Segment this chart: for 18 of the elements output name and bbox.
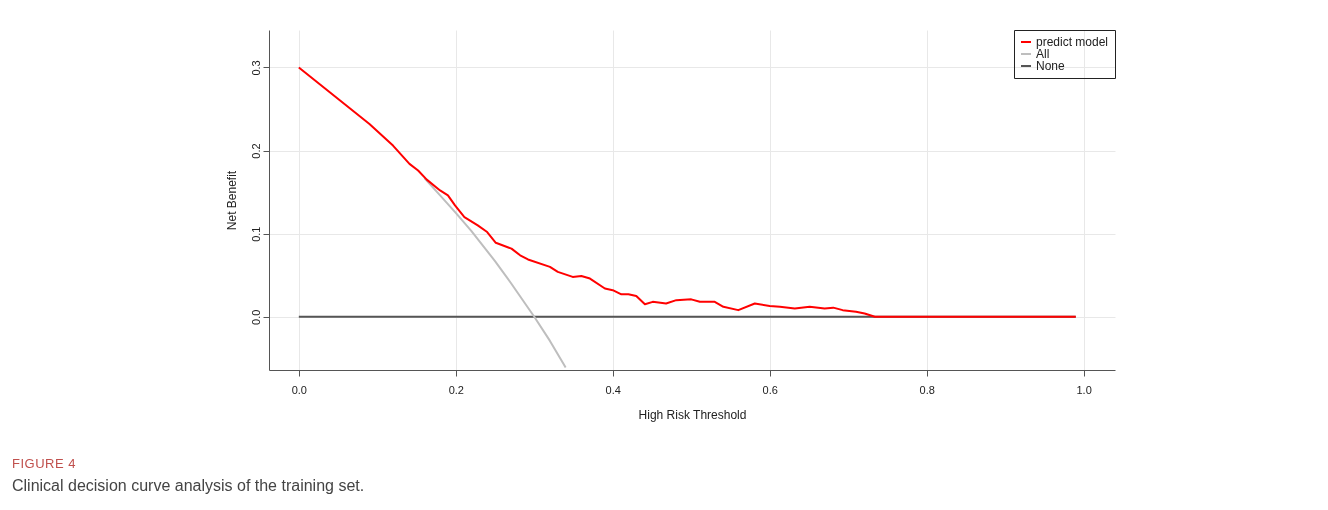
x-tick-label: 0.2 xyxy=(448,383,464,396)
x-tick-label: 0.0 xyxy=(291,383,307,396)
x-tick-label: 0.8 xyxy=(919,383,935,396)
y-tick-label: 0.2 xyxy=(249,143,262,159)
text: Clinical decision curve analysis of the training set. xyxy=(12,477,365,495)
line-series xyxy=(423,176,567,369)
y-tick-label: 0.0 xyxy=(249,309,262,325)
x-tick-label: 0.6 xyxy=(762,383,778,396)
legend-label: All xyxy=(1036,47,1050,61)
y-tick-label: 0.1 xyxy=(249,226,262,242)
caption: FIGURE 4 xyxy=(12,456,77,471)
legend-label: predict model xyxy=(1036,35,1109,49)
y-axis-title: Net Benefit xyxy=(224,170,239,231)
legend-label: None xyxy=(1036,59,1066,73)
x-tick-label: 1.0 xyxy=(1076,383,1092,396)
x-axis-title: High Risk Threshold xyxy=(638,407,747,422)
y-tick-label: 0.3 xyxy=(249,60,262,76)
x-tick-label: 0.4 xyxy=(605,383,621,396)
